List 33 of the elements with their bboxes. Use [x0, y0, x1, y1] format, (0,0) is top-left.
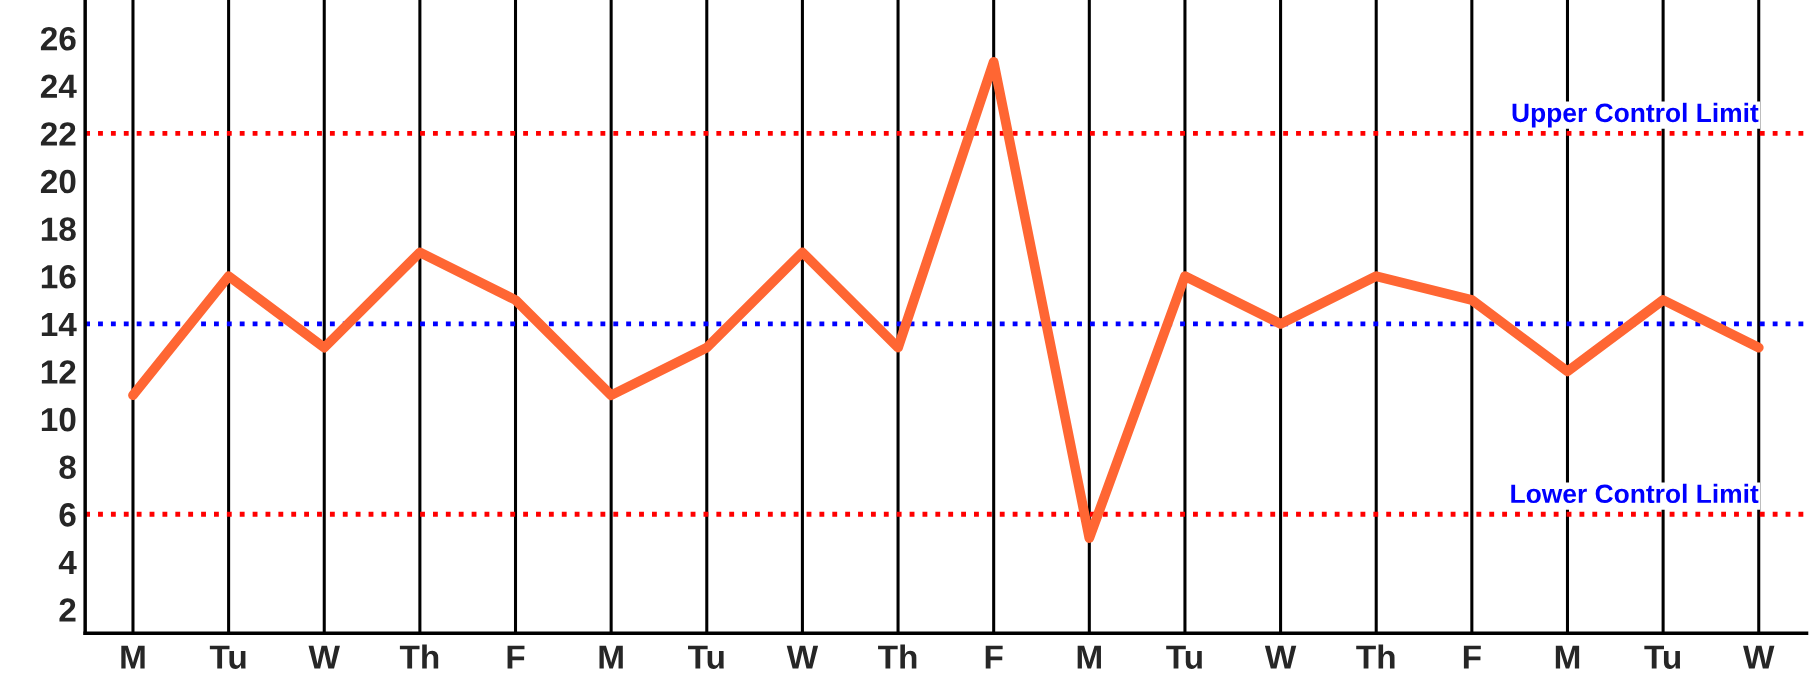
ref-line-label: Upper Control Limit [1512, 102, 1759, 128]
x-tick-label: W [786, 645, 819, 669]
y-tick-label: 20 [40, 169, 76, 194]
y-tick-label: 16 [41, 264, 76, 289]
x-tick-label: Th [1356, 644, 1395, 669]
x-tick-label: Th [878, 644, 917, 669]
x-tick-label: F [1463, 645, 1481, 669]
x-tick-label: Tu [1166, 645, 1202, 669]
y-tick-label: 22 [40, 122, 76, 146]
y-tick-label: 4 [58, 551, 77, 574]
y-tick-label: 14 [41, 312, 77, 336]
y-tick-label: 26 [40, 26, 76, 51]
y-tick-label: 6 [59, 503, 76, 527]
y-tick-label: 12 [41, 360, 76, 384]
x-tick-label: Tu [1644, 645, 1681, 669]
x-tick-label: Tu [209, 645, 246, 669]
x-tick-label: M [1077, 645, 1101, 669]
y-tick-label: 10 [41, 407, 76, 432]
x-tick-label: Tu [688, 645, 724, 669]
y-tick-label: 24 [40, 74, 77, 98]
y-tick-label: 18 [41, 217, 76, 241]
x-tick-label: M [121, 645, 145, 669]
x-tick-label: W [1743, 645, 1775, 669]
x-tick-label: F [507, 645, 525, 669]
x-tick-label: F [985, 645, 1003, 669]
x-tick-label: Th [399, 644, 439, 669]
x-tick-label: M [1555, 645, 1580, 669]
y-tick-label: 2 [59, 598, 76, 622]
ref-line-label: Lower Control Limit [1511, 483, 1759, 504]
x-tick-label: M [599, 645, 623, 669]
x-tick-label: W [1264, 645, 1297, 669]
y-tick-label: 8 [59, 455, 76, 480]
x-tick-label: W [308, 645, 340, 669]
